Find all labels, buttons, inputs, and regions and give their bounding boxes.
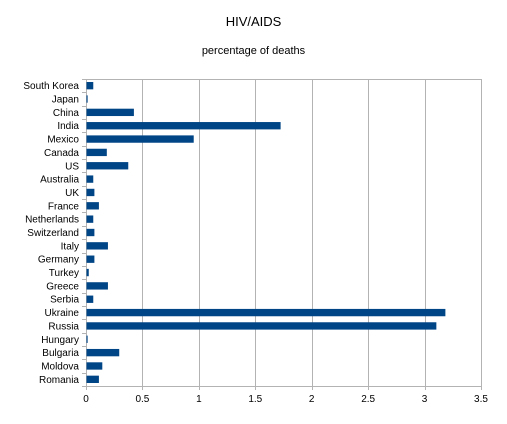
bar (86, 148, 107, 157)
y-tick-label: Ukraine (45, 308, 80, 319)
y-tick-label: Netherlands (25, 215, 79, 226)
bar (86, 202, 99, 210)
y-tick-label: Italy (61, 241, 79, 252)
y-tick-label: France (48, 201, 80, 212)
y-tick-label: Turkey (49, 268, 79, 279)
y-tick-label: Mexico (47, 135, 79, 146)
bar (86, 175, 94, 183)
chart-title: HIV/AIDS (225, 14, 282, 29)
bar (86, 255, 95, 263)
x-tick-label: 3 (422, 394, 428, 405)
y-tick-label: Moldova (41, 361, 79, 372)
y-tick-label: Russia (48, 321, 79, 332)
y-tick-label: US (65, 161, 79, 172)
bar (86, 228, 95, 237)
bar (86, 135, 194, 143)
y-tick-label: South Korea (23, 81, 79, 92)
y-tick-label: China (53, 108, 80, 119)
x-tick-label: 2.5 (361, 394, 375, 405)
chart-subtitle: percentage of deaths (201, 45, 306, 57)
x-tick-label: 3.5 (474, 394, 488, 405)
bar (86, 95, 88, 103)
bar (86, 348, 120, 357)
y-tick-label: Romania (39, 375, 79, 386)
y-tick-label: Bulgaria (42, 348, 79, 359)
bar (86, 242, 108, 250)
x-tick-label: 0.5 (135, 394, 149, 405)
x-tick-label: 1.5 (248, 394, 262, 405)
y-tick-label: UK (65, 188, 79, 199)
y-tick-label: Greece (46, 281, 79, 292)
bar (86, 188, 95, 197)
y-tick-label: Hungary (41, 335, 79, 346)
bar (86, 362, 103, 370)
bar (86, 322, 437, 330)
bar (86, 308, 446, 317)
x-tick-label: 2 (309, 394, 315, 405)
bar (86, 295, 94, 303)
bar (86, 215, 94, 223)
bar (86, 335, 88, 343)
x-tick-label: 1 (196, 394, 202, 405)
bar (86, 82, 94, 90)
y-tick-label: India (57, 121, 79, 132)
bar (86, 375, 99, 383)
y-tick-label: Serbia (50, 295, 79, 306)
y-tick-label: Japan (52, 95, 79, 106)
bar (86, 122, 281, 130)
bar (86, 268, 89, 277)
bar (86, 162, 129, 170)
y-tick-label: Australia (40, 175, 79, 186)
y-tick-label: Switzerland (27, 228, 79, 239)
y-tick-label: Germany (38, 255, 79, 266)
y-tick-label: Canada (44, 148, 79, 159)
x-tick-label: 0 (83, 394, 89, 405)
bar (86, 108, 134, 117)
bar (86, 282, 108, 290)
